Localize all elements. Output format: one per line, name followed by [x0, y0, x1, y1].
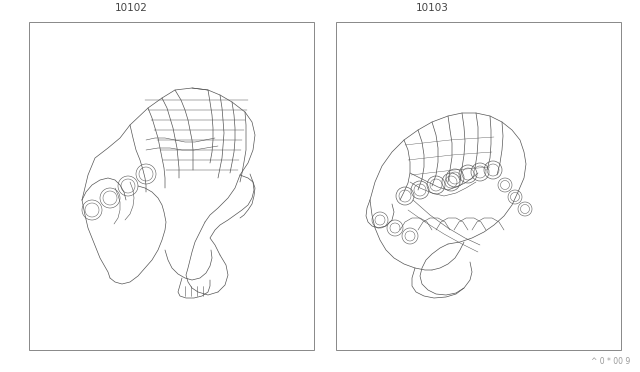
- Bar: [336, 22, 621, 350]
- Text: 10103: 10103: [415, 3, 449, 13]
- Text: 10102: 10102: [115, 3, 148, 13]
- Text: ^ 0 * 00 9: ^ 0 * 00 9: [591, 357, 630, 366]
- Bar: [29, 22, 314, 350]
